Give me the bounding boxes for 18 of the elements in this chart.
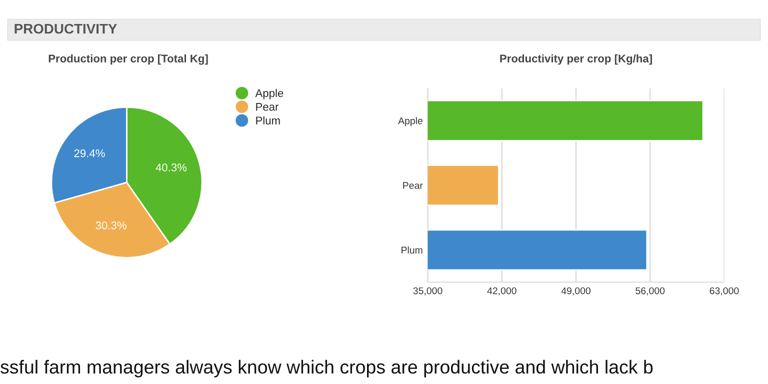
text: ssful farm managers always know which crops are productive and which lack b bbox=[0, 360, 653, 378]
data-label: 40.3% bbox=[156, 164, 187, 172]
x-tick-label: 63,000 bbox=[710, 287, 739, 296]
legend-label: Apple bbox=[255, 88, 284, 100]
text: PRODUCTIVITY bbox=[14, 24, 117, 34]
x-tick-label: 49,000 bbox=[561, 287, 590, 296]
x-tick-label: 56,000 bbox=[636, 287, 665, 296]
chart-title: Productivity per crop [Kg/ha] bbox=[500, 54, 652, 65]
y-tick-label: Plum bbox=[402, 246, 422, 254]
legend-label: Plum bbox=[256, 116, 280, 124]
chart-title: Production per crop [Total Kg] bbox=[48, 54, 208, 65]
x-tick-label: 42,000 bbox=[487, 287, 516, 296]
legend-label: Pear bbox=[256, 103, 279, 111]
y-tick-label: Apple bbox=[398, 117, 422, 126]
data-label: 29.4% bbox=[74, 149, 105, 158]
data-label: 30.3% bbox=[96, 221, 126, 230]
x-tick-label: 35,000 bbox=[413, 287, 442, 296]
y-tick-label: Pear bbox=[403, 182, 423, 189]
